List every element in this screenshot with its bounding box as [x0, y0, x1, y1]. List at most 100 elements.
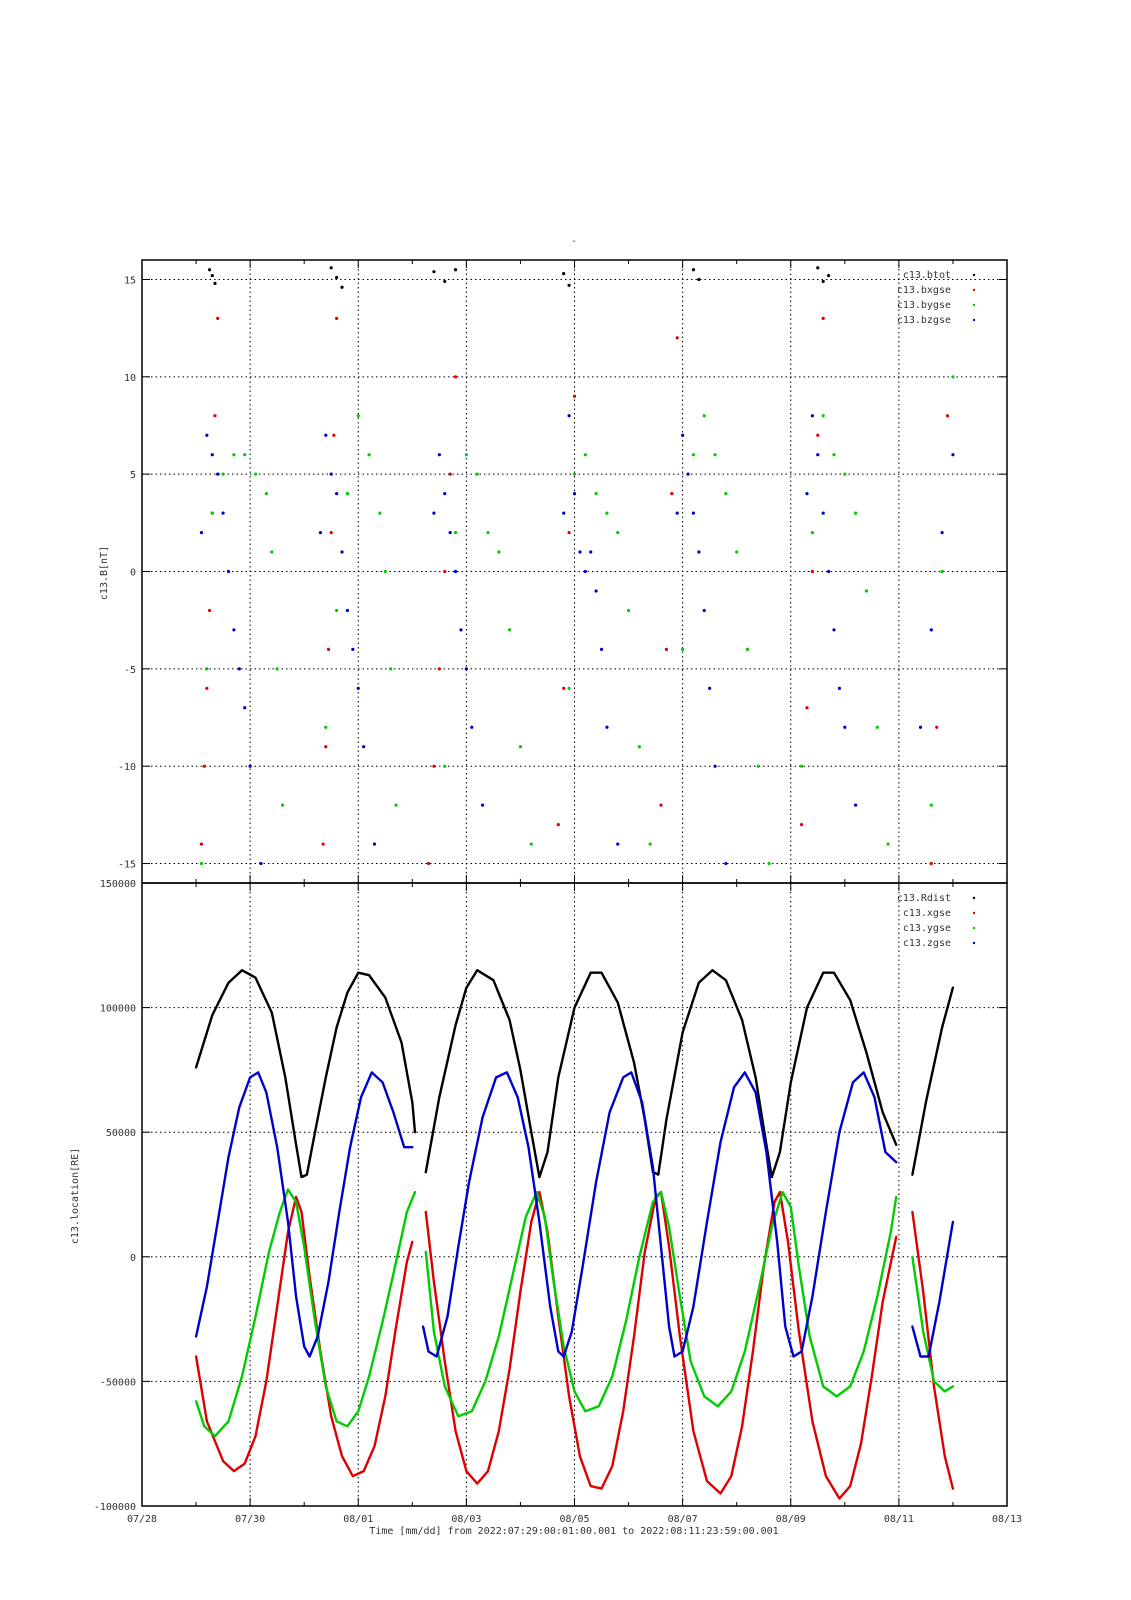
data-point: [210, 511, 214, 515]
data-point: [675, 511, 679, 515]
data-point: [567, 414, 571, 418]
data-point: [448, 530, 452, 535]
data-point: [329, 472, 333, 476]
data-point: [221, 511, 225, 515]
data-point: [372, 842, 377, 846]
data-point: [826, 569, 831, 574]
data-point: [708, 686, 712, 690]
data-point: [821, 316, 825, 321]
data-point: [275, 667, 279, 671]
x-tick-label: 08/03: [451, 1514, 481, 1525]
data-point: [459, 628, 463, 632]
data-point: [605, 725, 609, 729]
data-point: [213, 281, 217, 285]
data-point: [670, 492, 674, 496]
location-legend: c13.Rdist c13.xgse c13.ygse c13.zgse: [897, 893, 976, 949]
data-point: [199, 861, 204, 866]
data-point: [259, 861, 263, 866]
data-point: [326, 647, 331, 651]
data-point: [329, 266, 333, 270]
data-point: [340, 550, 344, 554]
data-point: [443, 279, 447, 284]
data-point: [264, 492, 268, 496]
data-point: [464, 667, 468, 671]
data-point: [432, 511, 436, 515]
data-point: [389, 667, 393, 671]
legend-marker: [972, 318, 976, 322]
x-tick-label: 08/01: [343, 1514, 373, 1525]
data-point: [243, 453, 247, 457]
legend-marker: [972, 273, 976, 277]
data-point: [648, 842, 652, 846]
data-point: [816, 433, 820, 437]
data-point: [724, 861, 728, 866]
legend-label: c13.bygse: [897, 300, 951, 311]
data-point: [248, 764, 252, 768]
data-point: [199, 530, 204, 535]
y-tick-label: 10: [124, 373, 136, 384]
data-point: [351, 647, 355, 651]
data-point: [329, 530, 333, 535]
data-point: [453, 375, 458, 379]
data-point: [745, 647, 750, 651]
data-point: [226, 569, 231, 574]
data-point: [216, 316, 220, 321]
data-point: [681, 647, 685, 651]
data-point: [821, 511, 825, 515]
data-point: [443, 569, 447, 574]
data-point: [362, 745, 366, 749]
data-point: [626, 608, 631, 613]
data-point: [205, 433, 209, 437]
data-point: [213, 414, 217, 418]
data-point: [810, 569, 814, 574]
data-point: [659, 803, 663, 807]
data-point: [562, 686, 566, 690]
data-point: [799, 822, 804, 827]
data-point: [205, 686, 209, 690]
data-point: [340, 285, 344, 289]
data-point: [508, 628, 512, 632]
data-point: [713, 453, 717, 457]
legend-label: c13.xgse: [903, 908, 951, 919]
magnetic-field-legend: c13.btot c13.bxgse c13.bygse c13.bzgse: [897, 270, 976, 326]
data-point: [335, 608, 339, 613]
data-point: [345, 492, 350, 496]
data-point: [951, 375, 955, 379]
time-axis-ticks: 07/28 07/30 08/01 08/03 08/05 08/07 08/09 08/11…: [127, 1514, 1022, 1525]
data-point: [367, 453, 371, 457]
data-point: [616, 842, 620, 846]
data-point: [816, 266, 820, 270]
data-point: [332, 433, 336, 437]
data-point: [832, 453, 836, 457]
data-point: [356, 686, 360, 690]
series-line: [194, 969, 955, 1179]
data-point: [616, 530, 620, 535]
data-point: [837, 686, 842, 690]
x-tick-label: 08/09: [776, 1514, 806, 1525]
data-point: [448, 472, 452, 476]
legend-label: c13.Rdist: [897, 893, 951, 904]
data-point: [280, 803, 285, 807]
data-point: [929, 628, 933, 632]
data-point: [843, 472, 847, 476]
data-point: [426, 861, 431, 866]
y-tick-label: -15: [118, 860, 136, 871]
magnetic-field-y-ticks: 15 10 5 0 -5 -10 -15: [118, 275, 136, 870]
data-point: [335, 316, 339, 321]
data-point: [735, 550, 739, 554]
data-point: [637, 745, 641, 749]
data-point: [383, 569, 387, 574]
x-tick-label: 08/11: [884, 1514, 914, 1525]
series-line: [194, 1188, 955, 1438]
y-tick-label: -5: [124, 665, 136, 676]
data-point: [594, 492, 598, 496]
data-point: [475, 472, 479, 476]
data-point: [243, 706, 247, 710]
location-y-ticks: 150000 100000 50000 0 -50000 -100000: [94, 879, 136, 1513]
x-tick-label: 07/30: [235, 1514, 265, 1525]
data-point: [599, 647, 604, 651]
data-point: [453, 268, 458, 272]
data-point: [345, 608, 350, 613]
data-point: [443, 764, 447, 768]
data-point: [886, 842, 890, 846]
